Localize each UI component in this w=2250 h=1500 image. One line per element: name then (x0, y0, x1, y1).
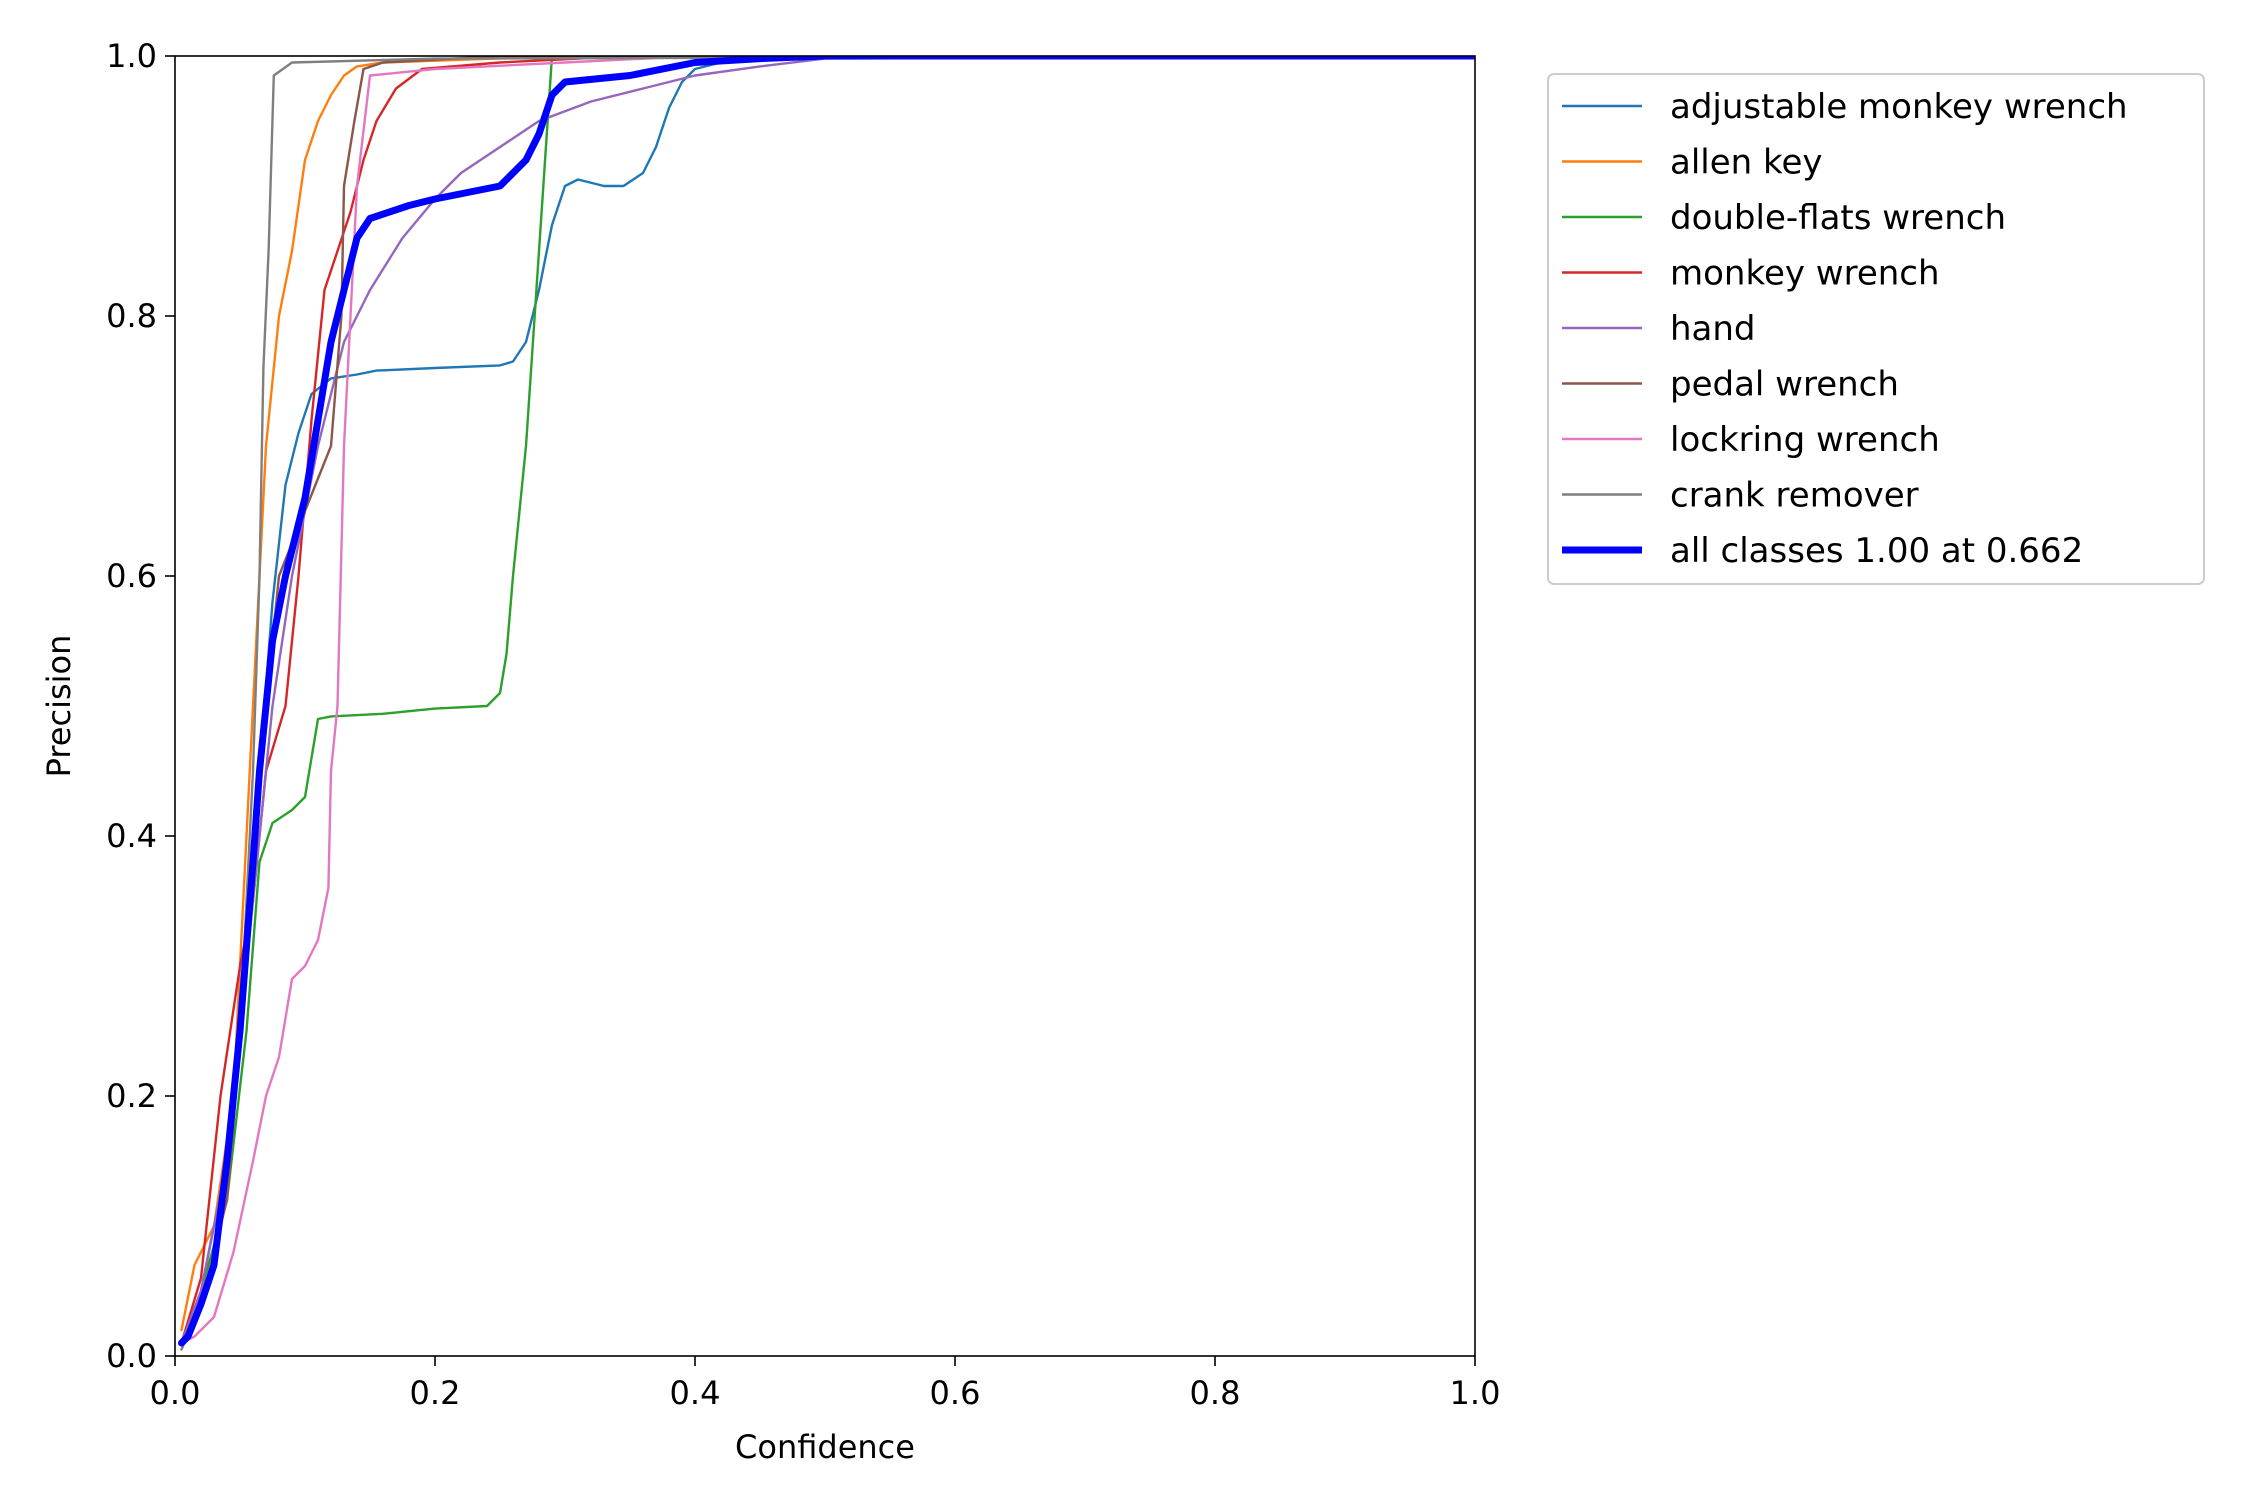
x-tick-label: 0.8 (1190, 1374, 1241, 1412)
x-axis-label: Confidence (735, 1428, 915, 1466)
y-tick-label: 0.2 (106, 1077, 157, 1115)
series-line-7 (180, 56, 1475, 1345)
plot-area (174, 55, 1476, 1357)
series-group (178, 56, 1475, 1351)
series-line-5 (180, 56, 1475, 1345)
y-tick-label: 1.0 (106, 37, 157, 75)
series-line-3 (180, 56, 1475, 1345)
legend-frame (1547, 73, 2205, 585)
legend-items: adjustable monkey wrench allen key double-… (1562, 87, 2128, 571)
legend-label: hand (1670, 309, 1756, 349)
series-line-9 (178, 56, 1475, 1347)
series-line-4 (180, 56, 1475, 1345)
x-tick-label: 0.0 (150, 1374, 201, 1412)
series-line-1 (180, 56, 1475, 1345)
x-tick-label: 1.0 (1450, 1374, 1501, 1412)
legend: adjustable monkey wrench allen key double-… (1547, 73, 2205, 585)
x-axis: 0.0 0.2 0.4 0.6 0.8 1.0 (150, 1356, 1501, 1412)
x-tick-label: 0.4 (670, 1374, 721, 1412)
legend-label: monkey wrench (1670, 254, 1940, 294)
legend-label: pedal wrench (1670, 365, 1899, 405)
y-tick-label: 0.4 (106, 817, 157, 855)
legend-label: lockring wrench (1670, 420, 1940, 460)
x-tick-label: 0.6 (930, 1374, 981, 1412)
legend-label: double-flats wrench (1670, 198, 2006, 238)
plot-frame (174, 55, 1476, 1357)
x-tick-label: 0.2 (410, 1374, 461, 1412)
legend-label: all classes 1.00 at 0.662 (1670, 531, 2083, 571)
legend-label: adjustable monkey wrench (1670, 87, 2128, 127)
y-axis-label: Precision (40, 635, 78, 778)
y-axis: 0.0 0.2 0.4 0.6 0.8 1.0 (106, 37, 175, 1375)
legend-label: allen key (1670, 143, 1823, 183)
y-tick-label: 0.6 (106, 557, 157, 595)
legend-label: crank remover (1670, 476, 1919, 516)
plot-background (175, 56, 1475, 1356)
y-tick-label: 0.8 (106, 297, 157, 335)
y-tick-label: 0.0 (106, 1337, 157, 1375)
